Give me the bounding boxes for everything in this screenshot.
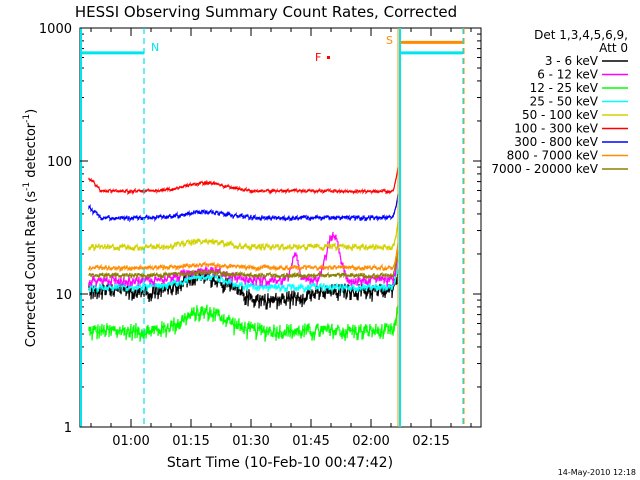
annotation-label-f: F	[315, 51, 321, 64]
y-tick-label: 1	[64, 421, 72, 436]
x-tick-label: 01:00	[112, 434, 149, 449]
y-axis-label-main: Corrected Count Rate (s	[24, 191, 39, 348]
legend-item-label: 100 - 300 keV	[514, 122, 598, 136]
series-line	[88, 269, 399, 310]
series-line	[88, 250, 399, 280]
annotation-label-n: N	[151, 41, 159, 54]
legend-title-line1: Det 1,3,4,5,6,9,	[534, 28, 628, 42]
series-line	[88, 221, 399, 253]
legend-item-label: 6 - 12 keV	[537, 68, 599, 82]
x-tick-label: 02:00	[352, 434, 389, 449]
legend-item-label: 12 - 25 keV	[530, 81, 599, 95]
legend-item-label: 50 - 100 keV	[522, 108, 599, 122]
chart-title: HESSI Observing Summary Count Rates, Cor…	[75, 3, 457, 21]
legend-item-label: 3 - 6 keV	[545, 54, 599, 68]
y-axis-label-end: )	[24, 109, 39, 114]
footer-timestamp: 14-May-2010 12:18	[558, 468, 636, 477]
legend-item-label: 25 - 50 keV	[530, 95, 599, 109]
x-tick-label: 01:15	[172, 434, 209, 449]
y-tick-label: 1000	[39, 22, 72, 37]
x-tick-labels: 01:00 01:15 01:30 01:45 02:00 02:15	[90, 28, 472, 449]
y-tick-labels: 1 10 100 1000	[39, 22, 481, 436]
series-line	[88, 260, 399, 293]
legend-item-label: 300 - 800 keV	[514, 135, 598, 149]
series-layer	[88, 167, 399, 342]
y-axis-label: Corrected Count Rate (s-1 detector-1)	[22, 109, 39, 347]
series-line	[88, 242, 399, 273]
legend-title-line2: Att 0	[599, 41, 628, 55]
annotation-layer: N S F	[80, 28, 465, 427]
plot-frame	[79, 27, 482, 428]
x-axis-label: Start Time (10-Feb-10 00:47:42)	[167, 455, 393, 471]
annotation-label-s: S	[386, 34, 393, 47]
legend-item-label: 800 - 7000 keV	[507, 149, 599, 163]
x-tick-label: 01:30	[232, 434, 269, 449]
y-tick-label: 10	[55, 288, 72, 303]
series-line	[88, 167, 399, 196]
x-tick-label: 02:15	[412, 434, 449, 449]
series-line	[88, 193, 399, 223]
y-tick-label: 100	[47, 155, 72, 170]
legend-item-label: 7000 - 20000 keV	[491, 162, 598, 176]
x-tick-label: 01:45	[292, 434, 329, 449]
series-line	[88, 304, 399, 342]
flare-marker	[327, 56, 330, 59]
y-axis-label-mid: detector	[24, 122, 39, 182]
y-axis-label-sup2: -1	[22, 114, 32, 123]
y-axis-label-sup1: -1	[22, 182, 32, 191]
series-line	[88, 231, 399, 287]
